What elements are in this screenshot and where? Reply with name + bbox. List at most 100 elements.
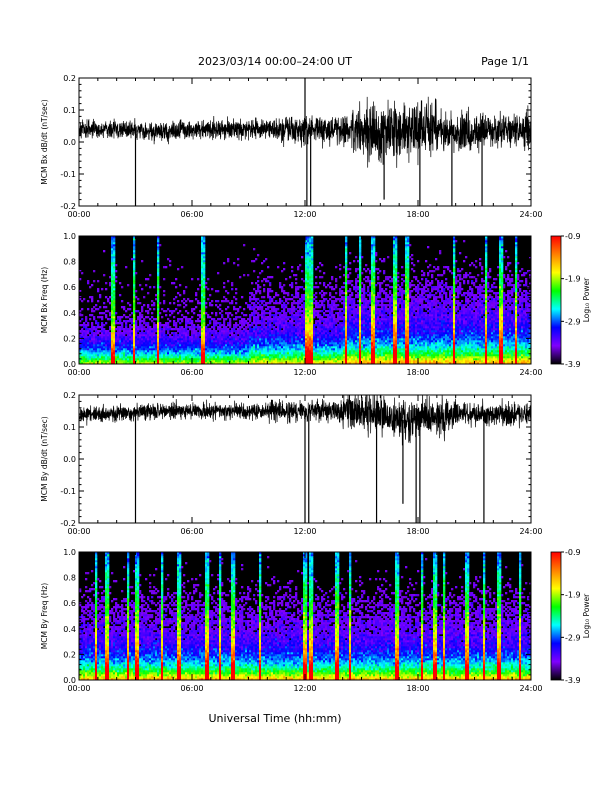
spectrogram-cell bbox=[325, 338, 328, 341]
spectrogram-cell bbox=[377, 300, 380, 303]
spectrogram-cell bbox=[99, 352, 102, 355]
spectrogram-cell bbox=[373, 278, 376, 281]
spectrogram-cell bbox=[85, 344, 88, 347]
spectrogram-cell bbox=[325, 340, 328, 343]
spectrogram-cell bbox=[103, 358, 106, 361]
spectrogram-cell bbox=[303, 296, 306, 299]
data-trace bbox=[79, 96, 531, 168]
spectrogram-cell bbox=[309, 350, 312, 353]
spectrogram-cell bbox=[133, 356, 136, 359]
spectrogram-cell bbox=[343, 362, 346, 364]
spectrogram-cell bbox=[231, 348, 234, 351]
spectrogram-cell bbox=[383, 338, 386, 341]
spectrogram-cell bbox=[329, 344, 332, 347]
spectrogram-cell bbox=[311, 346, 314, 349]
spectrogram-cell bbox=[109, 326, 112, 329]
spectrogram-cell bbox=[187, 312, 190, 315]
spectrogram-cell bbox=[373, 262, 376, 265]
spectrogram-cell bbox=[283, 340, 286, 343]
spectrogram-cell bbox=[359, 296, 362, 299]
spectrogram-cell bbox=[335, 344, 338, 347]
spectrogram-cell bbox=[291, 338, 294, 341]
spectrogram-cell bbox=[81, 334, 84, 337]
spectrogram-cell bbox=[373, 284, 376, 287]
spectrogram-cell bbox=[189, 300, 192, 303]
spectrogram-cell bbox=[345, 338, 348, 341]
spectrogram-cell bbox=[307, 358, 310, 361]
spectrogram-cell bbox=[117, 338, 120, 341]
spectrogram-cell bbox=[225, 338, 228, 341]
spectrogram-cell bbox=[173, 352, 176, 355]
spectrogram-cell bbox=[329, 314, 332, 317]
spectrogram-cell bbox=[299, 330, 302, 333]
spectrogram-cell bbox=[371, 300, 374, 303]
spectrogram-cell bbox=[375, 360, 378, 363]
spectrogram-cell bbox=[187, 350, 190, 353]
spectrogram-cell bbox=[351, 328, 354, 331]
spectrogram-cell bbox=[103, 356, 106, 359]
spectrogram-cell bbox=[363, 344, 366, 347]
spectrogram-cell bbox=[113, 284, 116, 287]
spectrogram-cell bbox=[197, 326, 200, 329]
spectrogram-cell bbox=[353, 352, 356, 355]
spectrogram-cell bbox=[103, 346, 106, 349]
spectrogram-cell bbox=[157, 350, 160, 353]
spectrogram-cell bbox=[307, 270, 310, 273]
spectrogram-cell bbox=[297, 302, 300, 305]
spectrogram-cell bbox=[179, 294, 182, 297]
spectrogram-cell bbox=[181, 356, 184, 359]
spectrogram-cell bbox=[217, 356, 220, 359]
spectrogram-cell bbox=[323, 354, 326, 357]
spectrogram-cell bbox=[297, 296, 300, 299]
spectrogram-cell bbox=[113, 254, 116, 257]
spectrogram-cell bbox=[237, 330, 240, 333]
spectrogram-cell bbox=[303, 312, 306, 315]
spectrogram-cell bbox=[179, 344, 182, 347]
spectrogram-cell bbox=[91, 346, 94, 349]
spectrogram-cell bbox=[265, 344, 268, 347]
spectrogram-cell bbox=[245, 352, 248, 355]
spectrogram-cell bbox=[345, 342, 348, 345]
spectrogram-cell bbox=[181, 344, 184, 347]
spectrogram-cell bbox=[329, 340, 332, 343]
spectrogram-cell bbox=[193, 358, 196, 361]
spectrogram-cell bbox=[343, 298, 346, 301]
spectrogram-cell bbox=[219, 344, 222, 347]
spectrogram-cell bbox=[377, 328, 380, 331]
spectrogram-cell bbox=[343, 332, 346, 335]
spectrogram-cell bbox=[201, 362, 204, 364]
spectrogram-cell bbox=[137, 310, 140, 313]
spectrogram-cell bbox=[259, 342, 262, 345]
spectrogram-cell bbox=[147, 346, 150, 349]
spectrogram-cell bbox=[311, 276, 314, 279]
spectrogram-cell bbox=[261, 326, 264, 329]
spectrogram-cell bbox=[85, 326, 88, 329]
spectrogram-cell bbox=[165, 324, 168, 327]
spectrogram-cell bbox=[173, 344, 176, 347]
spectrogram-cell bbox=[173, 282, 176, 285]
spectrogram-cell bbox=[219, 318, 222, 321]
spectrogram-cell bbox=[373, 268, 376, 271]
spectrogram-cell bbox=[341, 340, 344, 343]
spectrogram-cell bbox=[339, 268, 342, 271]
spectrogram-cell bbox=[343, 316, 346, 319]
spectrogram-cell bbox=[133, 348, 136, 351]
spectrogram-cell bbox=[345, 354, 348, 357]
spectrogram-cell bbox=[157, 342, 160, 345]
spectrogram-cell bbox=[319, 336, 322, 339]
spectrogram-cell bbox=[355, 350, 358, 353]
spectrogram-cell bbox=[99, 362, 102, 364]
spectrogram-cell bbox=[185, 310, 188, 313]
spectrogram-cell bbox=[245, 356, 248, 359]
spectrogram-cell bbox=[207, 342, 210, 345]
spectrogram-cell bbox=[309, 268, 312, 271]
spectrogram-cell bbox=[133, 294, 136, 297]
spectrogram-cell bbox=[111, 284, 114, 287]
spectrogram-cell bbox=[287, 332, 290, 335]
spectrogram-cell bbox=[361, 340, 364, 343]
spectrogram-cell bbox=[279, 312, 282, 315]
spectrogram-cell bbox=[383, 342, 386, 345]
spectrogram-cell bbox=[261, 338, 264, 341]
spectrogram-cell bbox=[369, 340, 372, 343]
spectrogram-cell bbox=[347, 342, 350, 345]
